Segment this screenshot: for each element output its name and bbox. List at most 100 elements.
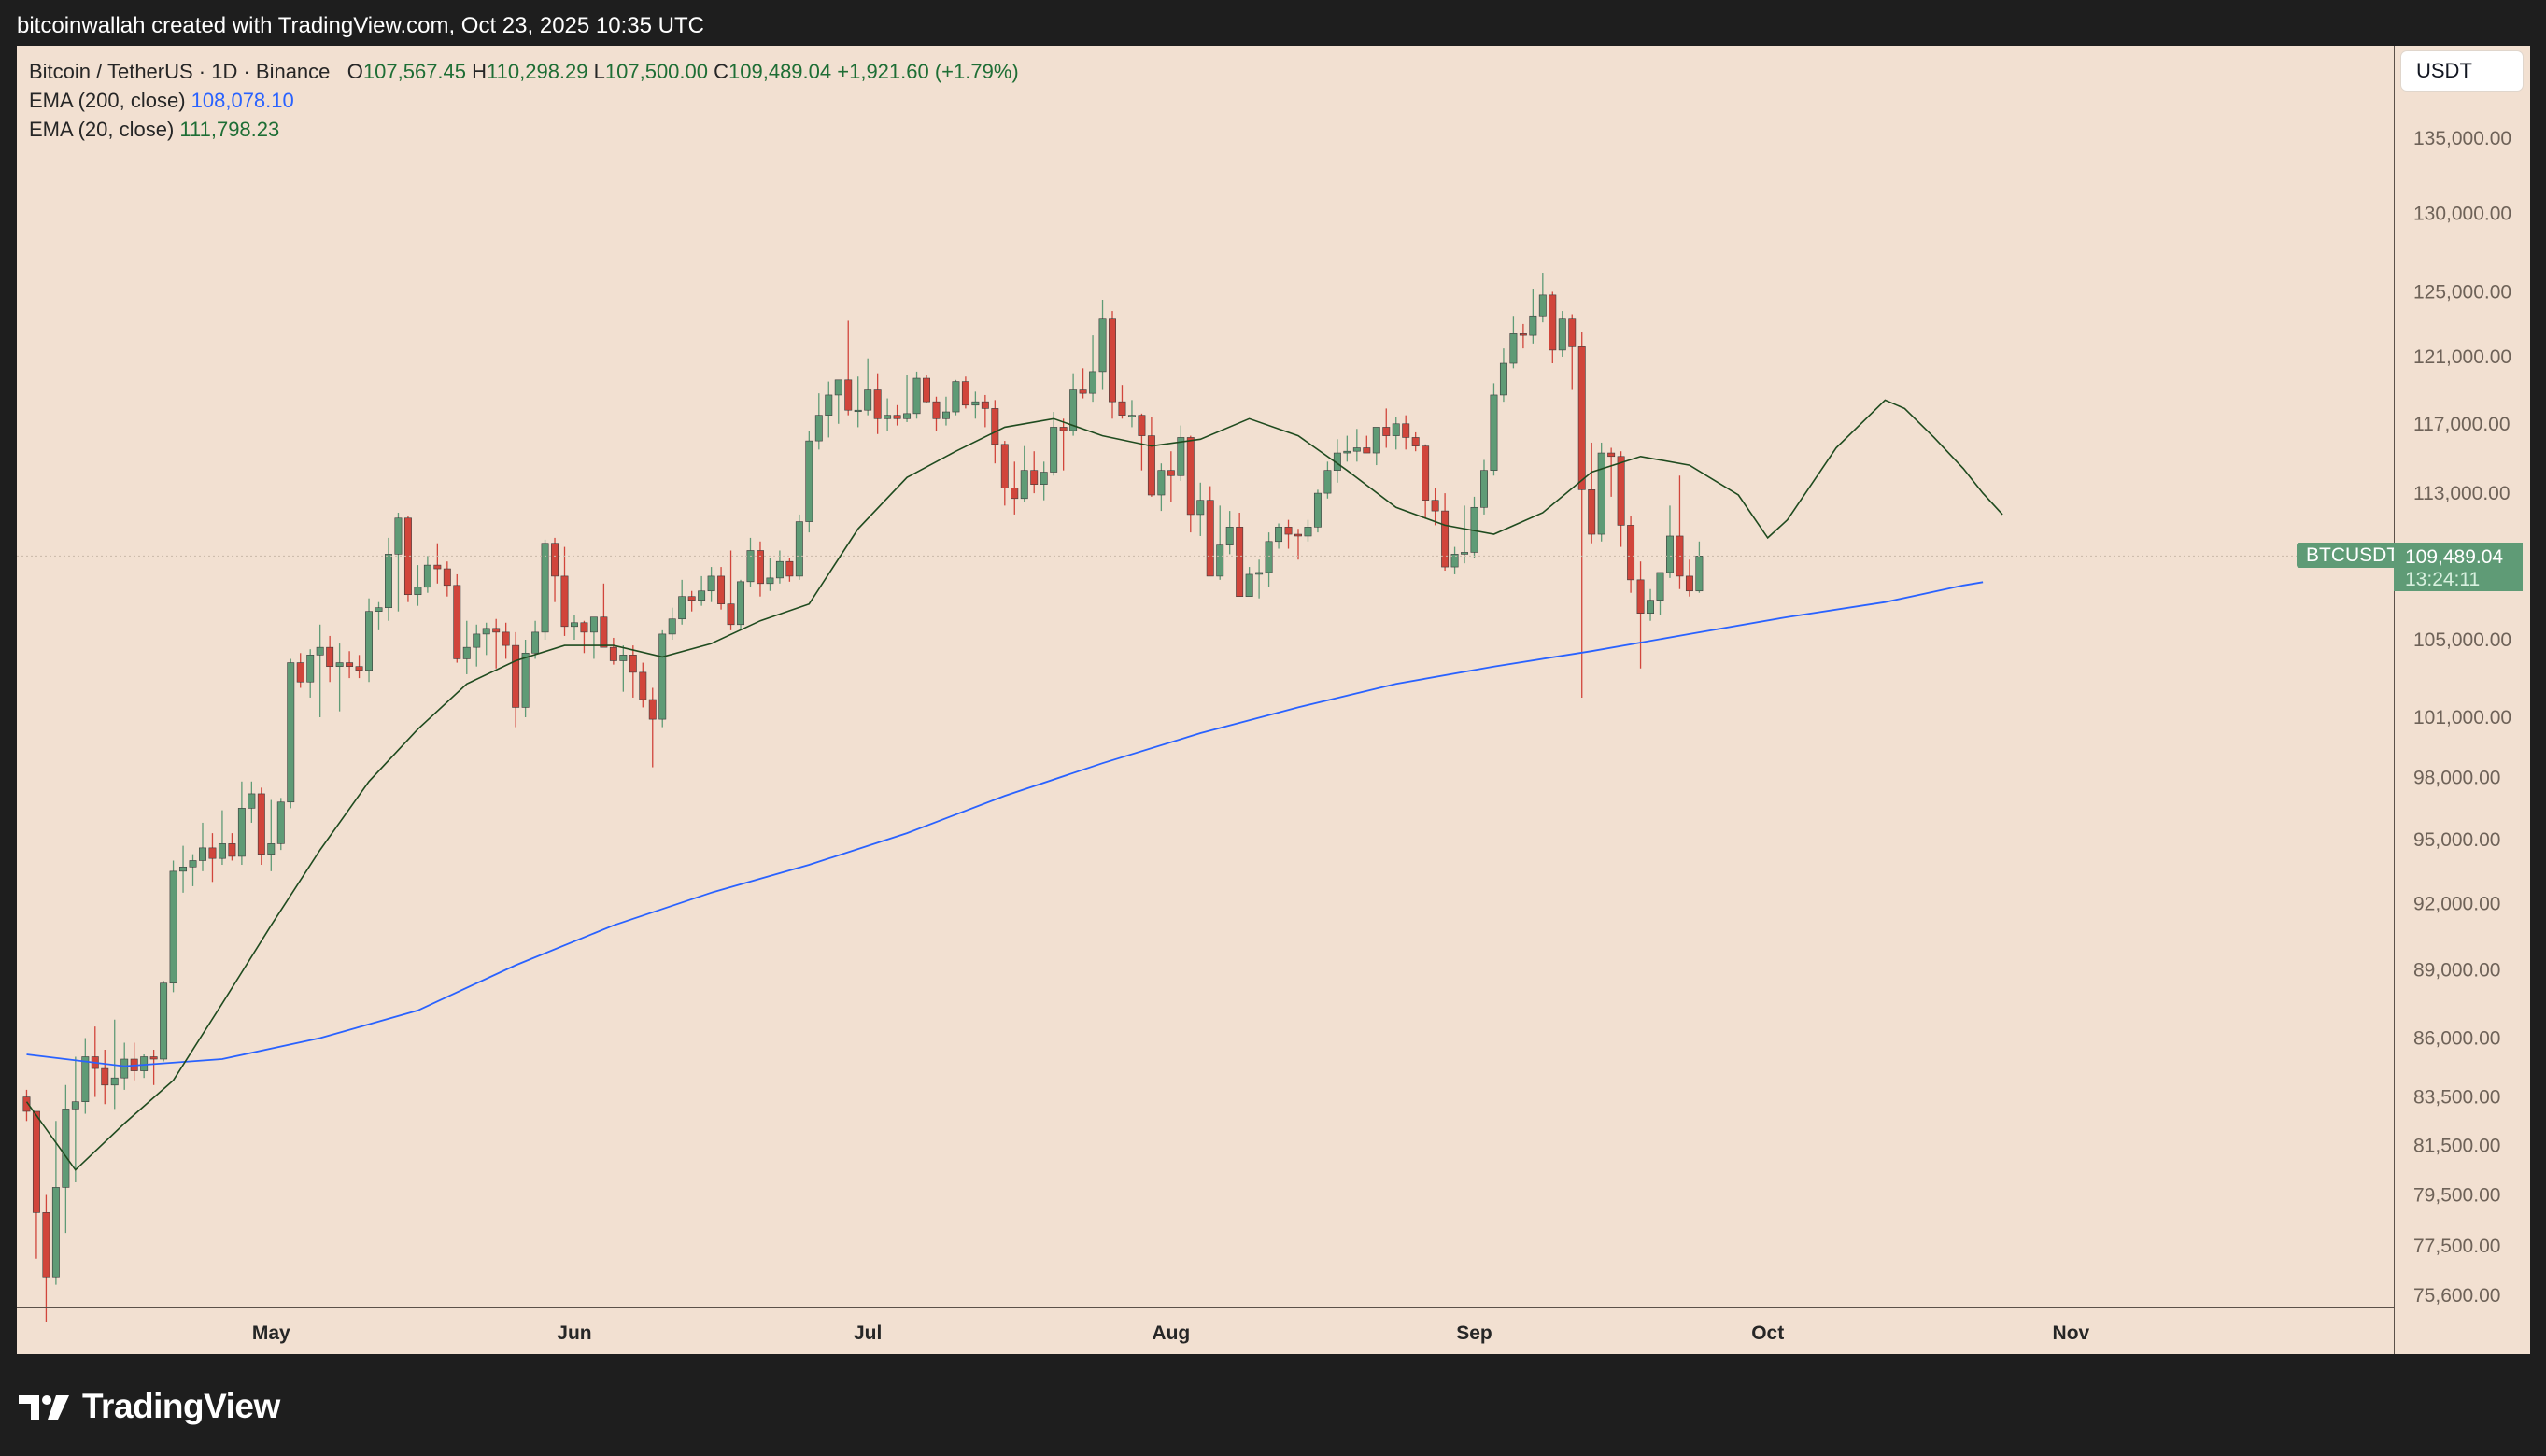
candle-body <box>1147 435 1155 496</box>
candle-body <box>296 662 304 683</box>
price-scale-divider <box>2394 46 2395 1354</box>
candle-body <box>1363 447 1371 454</box>
candle-body <box>276 801 285 844</box>
candle-body <box>571 622 578 628</box>
candle-body <box>81 1056 90 1102</box>
tradingview-brand[interactable]: TradingView <box>19 1387 280 1425</box>
candle-body <box>864 389 872 411</box>
candle-body <box>551 543 559 577</box>
price-chart[interactable]: 135,000.00 130,000.00 125,000.00 121,000.00… <box>17 46 2530 1354</box>
candle-body <box>1011 488 1019 500</box>
ema20-value: 111,798.23 <box>179 118 280 141</box>
y-tick-label: 86,000.00 <box>2413 1028 2500 1050</box>
candle-body <box>32 1110 40 1213</box>
bar-countdown: 13:24:11 <box>2405 569 2481 590</box>
candle-body <box>814 415 823 442</box>
candle-body <box>71 1101 79 1110</box>
y-tick-label: 130,000.00 <box>2413 204 2511 225</box>
candle-body <box>1030 470 1039 485</box>
candle-body <box>941 411 950 419</box>
candle-body <box>589 616 598 633</box>
y-tick-label: 117,000.00 <box>2413 414 2511 435</box>
y-tick-label: 81,500.00 <box>2413 1135 2500 1156</box>
low-value: 107,500.00 <box>604 60 708 83</box>
x-tick-label: Nov <box>2053 1322 2090 1344</box>
candle-body <box>335 662 344 667</box>
candle-body <box>757 550 764 585</box>
candle-body <box>228 843 236 857</box>
candle-body <box>414 587 422 596</box>
candle-body <box>1284 527 1293 535</box>
ema20-label: EMA (20, close) <box>29 118 175 141</box>
candle-body <box>1089 371 1097 394</box>
candle-body <box>189 860 197 868</box>
candle-body <box>1118 401 1126 416</box>
y-tick-label: 135,000.00 <box>2413 128 2511 149</box>
candle-body <box>326 646 334 667</box>
candle-body <box>1225 527 1234 545</box>
y-tick-label: 77,500.00 <box>2413 1236 2500 1257</box>
ema20-row[interactable]: EMA (20, close) 111,798.23 <box>29 115 1019 144</box>
y-tick-label: 89,000.00 <box>2413 959 2500 981</box>
ema200-row[interactable]: EMA (200, close) 108,078.10 <box>29 86 1019 115</box>
candle-body <box>1177 437 1185 476</box>
candle-body <box>22 1096 31 1112</box>
ohlc-row: Bitcoin / TetherUS · 1D · Binance O107,5… <box>29 57 1019 86</box>
candle-body <box>1059 427 1068 431</box>
candle-body <box>1422 445 1430 501</box>
candle-body <box>1568 318 1577 347</box>
currency-button[interactable]: USDT <box>2401 51 2523 91</box>
y-tick-label: 83,500.00 <box>2413 1087 2500 1109</box>
chart-panel[interactable]: 135,000.00 130,000.00 125,000.00 121,000.00… <box>17 46 2530 1354</box>
x-tick-label: Jun <box>557 1322 591 1344</box>
candle-body <box>746 550 755 583</box>
y-tick-label: 105,000.00 <box>2413 629 2511 651</box>
candle-body <box>1411 437 1420 446</box>
candle-body <box>355 666 363 671</box>
candle-body <box>1461 552 1469 555</box>
candle-body <box>923 377 930 403</box>
candle-body <box>1490 394 1498 471</box>
last-price-tag: 109,489.04 13:24:11 <box>2394 543 2523 591</box>
candle-body <box>1138 415 1146 436</box>
y-tick-label: 75,600.00 <box>2413 1285 2500 1307</box>
y-tick-label: 121,000.00 <box>2413 346 2511 368</box>
change-value: +1,921.60 (+1.79%) <box>837 60 1019 83</box>
candle-body <box>629 655 637 673</box>
candle-body <box>1666 535 1674 573</box>
candle-body <box>1275 527 1283 543</box>
candle-body <box>1538 294 1547 317</box>
candle-body <box>1607 452 1616 458</box>
candle-body <box>1627 525 1635 581</box>
candle-body <box>600 616 608 648</box>
tradingview-logo-icon <box>19 1395 69 1420</box>
symbol-label[interactable]: Bitcoin / TetherUS · 1D · Binance <box>29 60 331 83</box>
candle-body <box>257 793 265 855</box>
x-tick-label: Aug <box>1152 1322 1190 1344</box>
candle-body <box>1000 444 1009 488</box>
candle-body <box>110 1077 119 1086</box>
candle-body <box>521 652 530 708</box>
candle-body <box>932 401 941 419</box>
candle-body <box>1519 333 1527 336</box>
brand-name: TradingView <box>82 1387 280 1425</box>
candle-body <box>394 517 403 555</box>
candle-body <box>1352 447 1361 452</box>
candle-body <box>179 866 188 872</box>
y-tick-label: 113,000.00 <box>2413 483 2511 504</box>
candle-body <box>385 554 392 608</box>
candle-body <box>991 408 999 445</box>
candle-body <box>101 1067 109 1086</box>
candle-body <box>1558 318 1566 351</box>
candle-body <box>120 1058 129 1079</box>
candle-body <box>462 646 471 659</box>
ema20-line <box>25 399 2003 1171</box>
close-value: 109,489.04 <box>728 60 832 83</box>
chart-attribution: bitcoinwallah created with TradingView.c… <box>17 13 704 38</box>
candle-body <box>199 847 206 861</box>
candle-body <box>1206 500 1214 577</box>
candle-body <box>375 607 383 612</box>
candle-body <box>1109 318 1116 403</box>
candle-body <box>766 577 774 585</box>
candle-body <box>1313 492 1322 528</box>
